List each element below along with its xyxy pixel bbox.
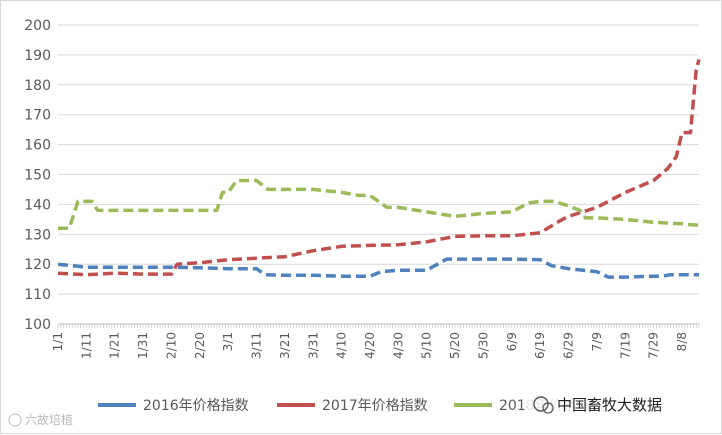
y-tick-label: 180 xyxy=(24,78,51,94)
x-tick-label: 2/10 xyxy=(164,332,178,359)
legend-label-2017: 2017年价格指数 xyxy=(322,398,428,414)
x-tick-label: 7/9 xyxy=(590,332,604,351)
x-tick-label: 5/20 xyxy=(448,332,462,359)
legend-item-2016: 2016年价格指数 xyxy=(98,398,249,414)
x-tick-label: 4/30 xyxy=(391,332,405,359)
x-tick-label: 1/31 xyxy=(136,332,150,359)
y-tick-label: 150 xyxy=(24,168,51,184)
y-tick-label: 200 xyxy=(24,18,51,34)
series-line-1 xyxy=(57,58,701,277)
series-line-0 xyxy=(57,257,699,279)
x-tick-label: 3/31 xyxy=(306,332,320,359)
watermark-logo-icon xyxy=(8,413,22,427)
x-tick-label: 1/1 xyxy=(51,332,65,351)
y-tick-label: 160 xyxy=(24,138,51,154)
watermark-left: 六故培植 xyxy=(8,412,73,427)
y-tick-label: 170 xyxy=(24,108,51,124)
x-tick-label: 3/21 xyxy=(278,332,292,359)
x-tick-label: 7/29 xyxy=(647,332,661,359)
legend-item-2017: 2017年价格指数 xyxy=(277,398,428,414)
y-tick-label: 130 xyxy=(24,227,51,243)
y-tick-label: 100 xyxy=(24,317,51,333)
x-tick-label: 8/8 xyxy=(675,332,689,351)
x-tick-label: 4/10 xyxy=(335,332,349,359)
x-tick-label: 5/10 xyxy=(420,332,434,359)
series-lines xyxy=(57,58,701,279)
axes xyxy=(57,323,700,328)
x-tick-label: 6/19 xyxy=(533,332,547,359)
x-tick-label: 5/30 xyxy=(476,332,490,359)
watermark-right: 中国畜牧大数据 xyxy=(527,391,707,415)
y-tick-label: 140 xyxy=(24,197,51,213)
x-tick-label: 4/20 xyxy=(363,332,377,359)
legend-label-2016: 2016年价格指数 xyxy=(143,398,249,414)
x-tick-label: 6/9 xyxy=(505,332,519,351)
watermark-left-text: 六故培植 xyxy=(25,412,73,427)
x-tick-label: 1/21 xyxy=(108,332,122,359)
watermark-right-text: 中国畜牧大数据 xyxy=(557,396,662,414)
wechat-icon xyxy=(533,396,549,412)
y-tick-label: 120 xyxy=(24,257,51,273)
x-tick-label: 6/29 xyxy=(562,332,576,359)
watermark-backdrop xyxy=(527,391,707,415)
y-tick-label: 190 xyxy=(24,48,51,64)
x-tick-label: 3/1 xyxy=(221,332,235,351)
x-tick-label: 1/11 xyxy=(79,332,93,359)
gridlines xyxy=(58,24,699,295)
y-tick-label: 110 xyxy=(24,287,51,303)
x-tick-label: 2/20 xyxy=(193,332,207,359)
x-tick-label: 3/11 xyxy=(250,332,264,359)
series-line-2 xyxy=(58,178,700,231)
x-tick-labels: 1/1 1/11 1/21 1/31 2/10 2/20 3/1 3/11 3/21 3/31 4/… xyxy=(51,332,689,359)
y-tick-labels: 100 110 120 130 140 150 160 170 180 190 200 xyxy=(24,18,51,333)
x-tick-label: 7/19 xyxy=(618,332,632,359)
wechat-icon-small xyxy=(542,402,554,414)
